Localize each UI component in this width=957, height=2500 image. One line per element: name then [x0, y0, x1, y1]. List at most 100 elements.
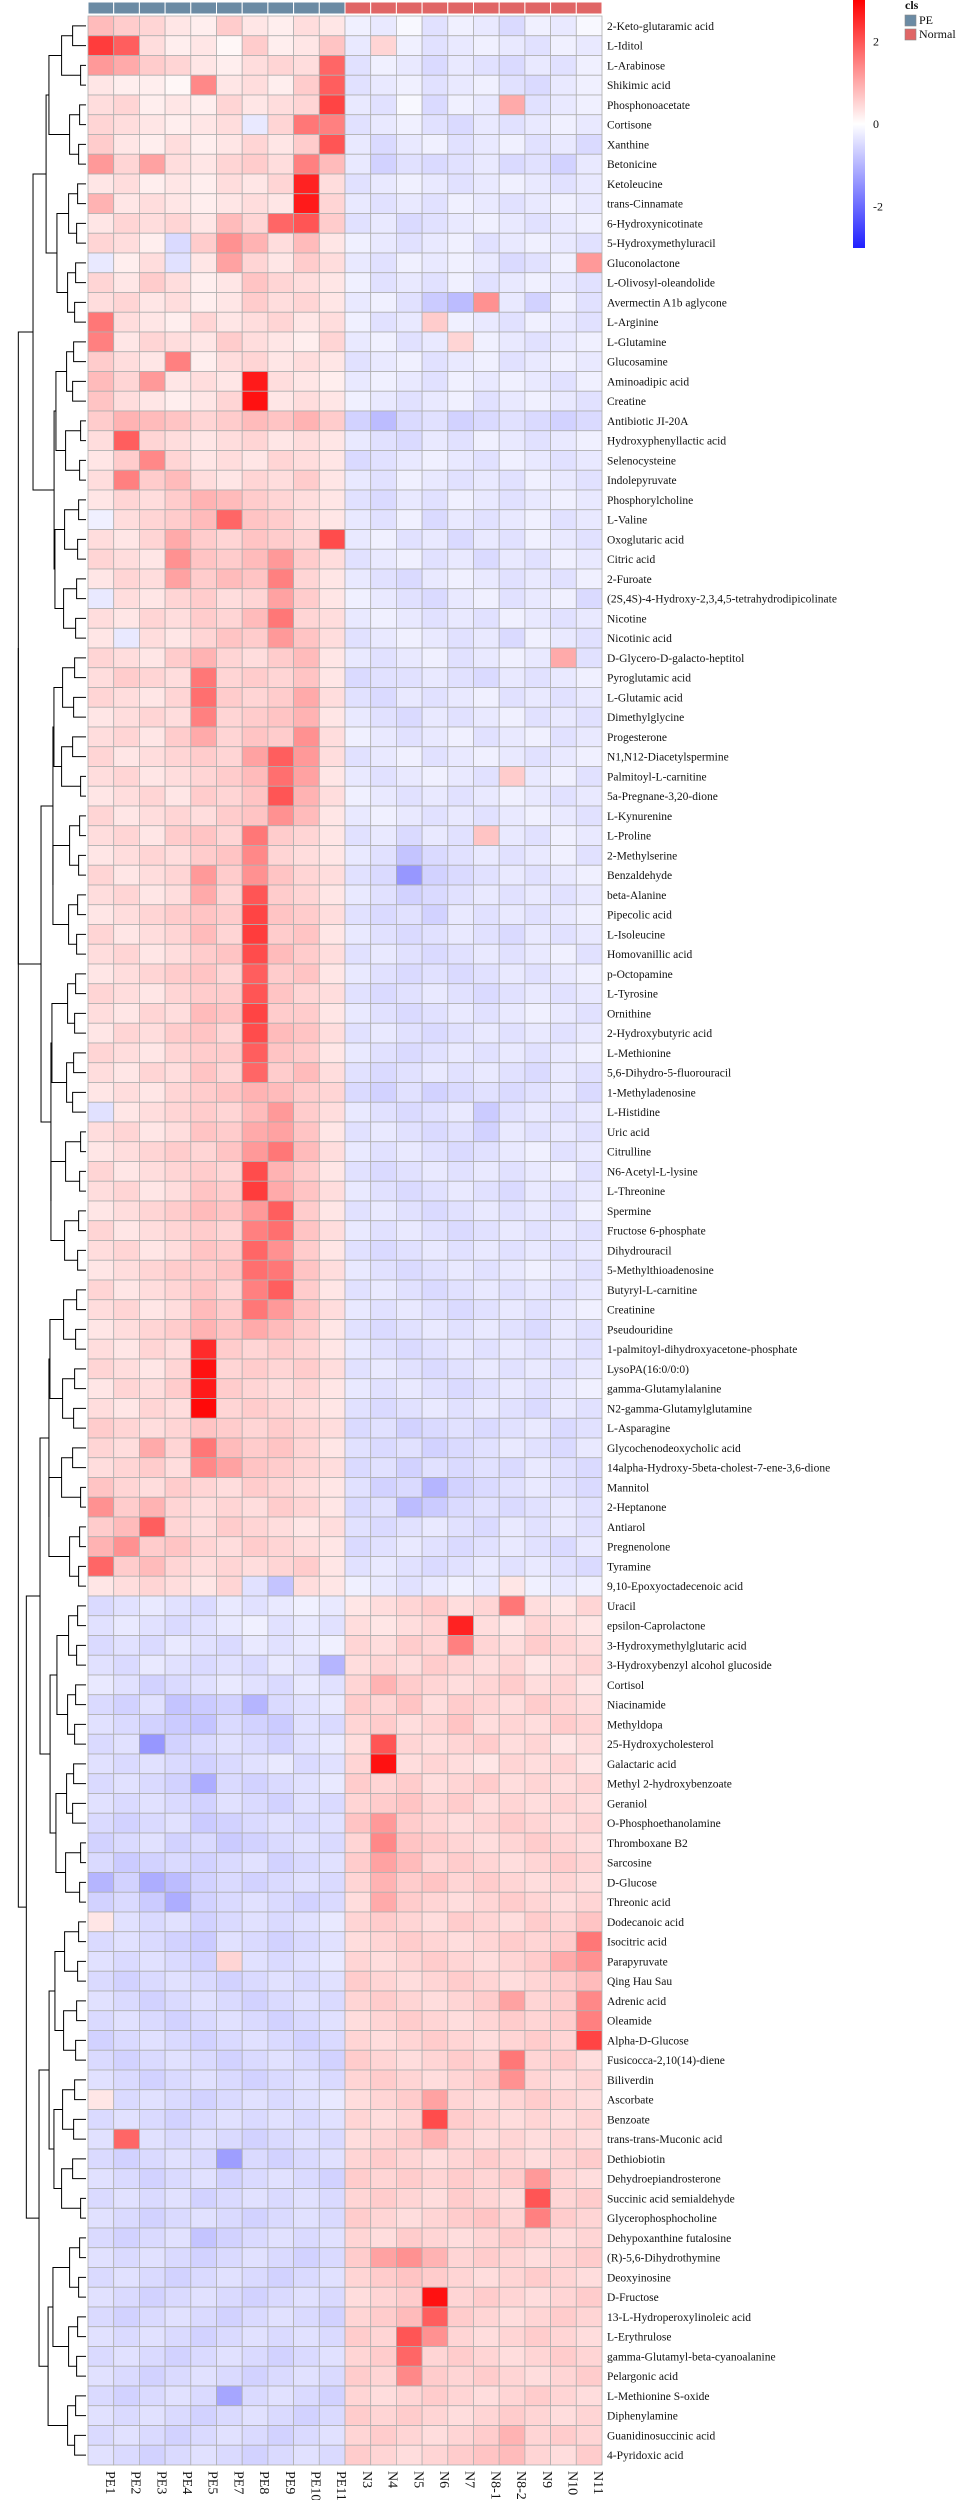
heatmap-cell — [87, 2247, 115, 2268]
heatmap-cell — [113, 1240, 140, 1261]
heatmap-cell — [164, 706, 192, 728]
heatmap-cell — [344, 35, 372, 56]
heatmap-cell — [447, 1417, 474, 1439]
dendrogram-branch — [77, 538, 86, 560]
heatmap-cell — [113, 74, 140, 96]
heatmap-cell — [318, 1496, 346, 1518]
heatmap-cell — [370, 2069, 397, 2091]
heatmap-cell — [575, 825, 603, 846]
heatmap-cell — [164, 509, 192, 530]
heatmap-cell — [293, 706, 320, 728]
row-label: Progesterone — [607, 732, 667, 744]
heatmap-cell — [473, 15, 500, 37]
dendrogram-branch — [64, 1931, 79, 1972]
heatmap-cell — [267, 904, 294, 925]
heatmap-cell — [87, 1595, 115, 1617]
heatmap-cell — [138, 1911, 166, 1933]
heatmap-cell — [421, 785, 449, 807]
heatmap-cell — [473, 864, 500, 886]
heatmap-cell — [524, 1773, 552, 1794]
heatmap-cell — [113, 1812, 140, 1834]
heatmap-cell — [267, 1852, 294, 1873]
heatmap-cell — [318, 114, 346, 135]
heatmap-cell — [138, 173, 166, 195]
heatmap-cell — [164, 2267, 192, 2288]
heatmap-cell — [164, 1951, 192, 1972]
heatmap-cell — [395, 1911, 423, 1933]
heatmap-cell — [267, 1990, 294, 2012]
heatmap-cell — [113, 2010, 140, 2031]
heatmap-cell — [550, 1417, 577, 1439]
heatmap-cell — [138, 1872, 166, 1893]
column-label: PE8 — [256, 2471, 271, 2494]
heatmap-cell — [87, 1437, 115, 1459]
heatmap-cell — [421, 1378, 449, 1399]
column-label: PE7 — [230, 2471, 245, 2494]
heatmap-cell — [190, 2306, 217, 2328]
heatmap-cell — [473, 252, 500, 274]
heatmap-cell — [550, 2207, 577, 2229]
heatmap-cell — [575, 1536, 603, 1557]
heatmap-cell — [138, 1852, 166, 1873]
heatmap-cell — [421, 2207, 449, 2229]
heatmap-cell — [138, 1575, 166, 1597]
row-label: Citric acid — [607, 554, 655, 566]
heatmap-cell — [498, 529, 526, 550]
heatmap-cell — [370, 1457, 397, 1478]
heatmap-cell — [138, 1496, 166, 1518]
heatmap-cell — [447, 805, 474, 827]
heatmap-cell — [164, 15, 192, 37]
heatmap-cell — [550, 1477, 577, 1498]
heatmap-cell — [164, 845, 192, 866]
heatmap-cell — [370, 2089, 397, 2110]
heatmap-cell — [164, 667, 192, 688]
heatmap-cell — [575, 2444, 603, 2466]
heatmap-cell — [87, 766, 115, 787]
heatmap-cell — [138, 2385, 166, 2407]
heatmap-cell — [395, 331, 423, 353]
column-label: N3 — [359, 2471, 374, 2488]
heatmap-cell — [190, 1714, 217, 1735]
heatmap-cell — [370, 1338, 397, 1360]
heatmap-cell — [216, 390, 243, 412]
heatmap-cell — [447, 647, 474, 669]
heatmap-cell — [138, 2425, 166, 2446]
heatmap-cell — [395, 1101, 423, 1123]
dendrogram-branch — [72, 1447, 86, 1469]
heatmap-cell — [318, 390, 346, 412]
heatmap-cell — [138, 1773, 166, 1794]
heatmap-cell — [318, 1595, 346, 1617]
heatmap-cell — [524, 2010, 552, 2031]
heatmap-cell — [318, 864, 346, 886]
heatmap-cell — [370, 1220, 397, 1241]
heatmap-cell — [87, 706, 115, 728]
heatmap-cell — [395, 292, 423, 313]
heatmap-cell — [216, 1575, 243, 1597]
heatmap-cell — [421, 2069, 449, 2091]
heatmap-cell — [575, 1891, 603, 1913]
heatmap-cell — [498, 943, 526, 965]
heatmap-cell — [524, 588, 552, 609]
heatmap-cell — [164, 1516, 192, 1538]
heatmap-cell — [293, 1891, 320, 1913]
heatmap-cell — [164, 74, 192, 96]
heatmap-cell — [138, 311, 166, 333]
heatmap-cell — [447, 2247, 474, 2268]
heatmap-cell — [190, 193, 217, 214]
row-label: Pipecolic acid — [607, 910, 672, 922]
heatmap-cell — [113, 1832, 140, 1854]
heatmap-cell — [241, 469, 269, 491]
heatmap-cell — [164, 1556, 192, 1577]
heatmap-cell — [498, 825, 526, 846]
heatmap-cell — [138, 94, 166, 116]
heatmap-cell — [550, 2425, 577, 2446]
heatmap-cell — [138, 2286, 166, 2308]
heatmap-cell — [370, 1042, 397, 1064]
heatmap-cell — [138, 884, 166, 906]
heatmap-cell — [370, 1200, 397, 1222]
heatmap-cell — [87, 785, 115, 807]
heatmap-cell — [241, 904, 269, 925]
heatmap-cell — [87, 1299, 115, 1320]
heatmap-cell — [498, 2346, 526, 2367]
heatmap-cell — [524, 351, 552, 372]
